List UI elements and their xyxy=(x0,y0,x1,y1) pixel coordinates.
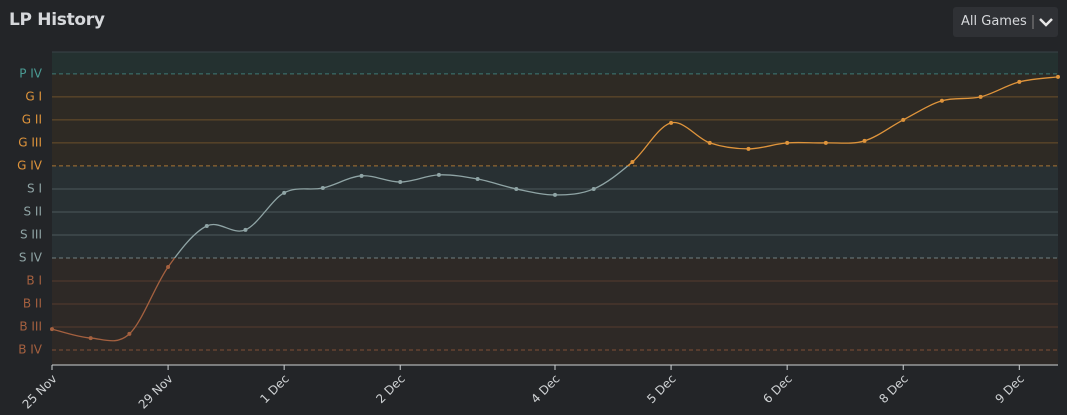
tier-band xyxy=(52,52,1058,74)
lp-point xyxy=(398,180,403,185)
lp-point xyxy=(514,186,519,191)
y-tick-label: G II xyxy=(22,112,42,126)
lp-point xyxy=(823,140,828,145)
lp-point xyxy=(50,327,54,332)
lp-point xyxy=(939,98,944,103)
title: LP History xyxy=(9,10,105,30)
x-tick-label: 9 Dec xyxy=(992,372,1026,406)
x-tick-label: 25 Nov xyxy=(20,372,60,412)
lp-point xyxy=(204,223,209,228)
lp-point xyxy=(359,173,364,178)
y-tick-label: G IV xyxy=(17,158,43,172)
y-tick-label: G I xyxy=(25,89,42,103)
x-tick-label: 4 Dec xyxy=(528,372,562,406)
lp-point xyxy=(127,331,132,336)
y-tick-label: B III xyxy=(19,320,42,334)
lp-point xyxy=(475,177,480,182)
tier-band xyxy=(52,73,1058,166)
lp-point xyxy=(901,117,906,122)
lp-point xyxy=(436,172,441,177)
lp-point xyxy=(707,140,712,145)
lp-point xyxy=(746,146,751,151)
filter-label: All Games xyxy=(961,14,1027,29)
x-tick-label: 6 Dec xyxy=(760,372,794,406)
y-tick-label: G III xyxy=(18,135,42,149)
lp-point xyxy=(88,336,93,341)
dropdown-icon xyxy=(1032,15,1053,29)
x-tick-label: 2 Dec xyxy=(373,372,407,406)
lp-point xyxy=(862,138,867,143)
y-tick-label: S IV xyxy=(19,250,43,264)
lp-point xyxy=(630,160,635,165)
y-tick-label: B IV xyxy=(18,343,43,357)
x-tick-label: 8 Dec xyxy=(876,372,910,406)
lp-point xyxy=(591,186,596,191)
x-tick-label: 1 Dec xyxy=(257,372,291,406)
lp-point xyxy=(320,186,325,191)
x-tick-label: 5 Dec xyxy=(644,372,678,406)
lp-point xyxy=(785,140,790,145)
tier-band xyxy=(52,165,1058,258)
lp-point xyxy=(978,94,983,99)
y-tick-label: B I xyxy=(26,273,42,287)
y-tick-label: S I xyxy=(27,181,42,195)
x-tick-label: 29 Nov xyxy=(136,372,176,412)
y-tick-label: B II xyxy=(23,297,42,311)
lp-point xyxy=(1056,74,1060,79)
y-tick-label: S II xyxy=(23,204,42,218)
lp-point xyxy=(166,264,171,269)
y-tick-label: P IV xyxy=(19,66,43,80)
tier-band xyxy=(52,257,1058,365)
lp-point xyxy=(1017,79,1022,84)
lp-point xyxy=(243,227,248,232)
lp-point xyxy=(669,120,674,125)
lp-point xyxy=(553,192,557,197)
filter-dropdown[interactable]: All Games xyxy=(953,7,1058,37)
lp-point xyxy=(282,190,287,195)
y-tick-label: S III xyxy=(20,227,42,241)
